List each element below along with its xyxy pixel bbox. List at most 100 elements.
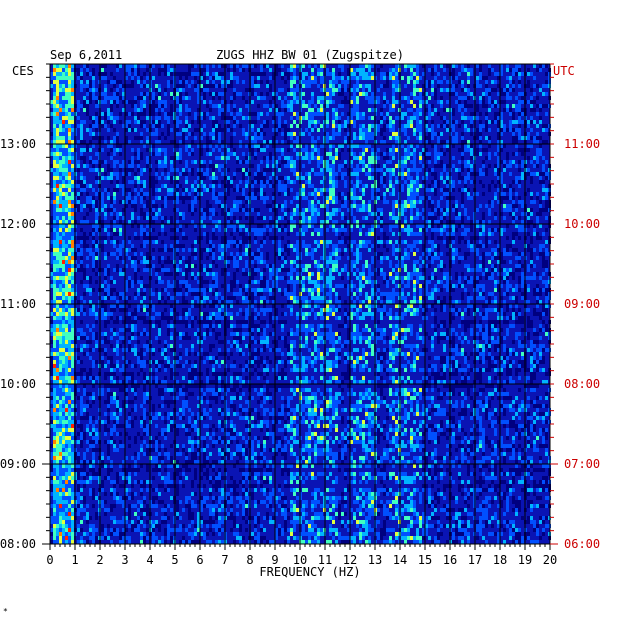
spectrogram-cell (305, 112, 308, 116)
spectrogram-cell (335, 180, 338, 184)
spectrogram-cell (185, 104, 188, 108)
spectrogram-cell (62, 240, 65, 244)
spectrogram-cell (212, 168, 215, 172)
spectrogram-cell (128, 284, 131, 288)
spectrogram-cell (338, 64, 341, 68)
spectrogram-cell (62, 192, 65, 196)
spectrogram-cell (341, 276, 344, 280)
spectrogram-cell (188, 64, 191, 68)
spectrogram-cell (491, 200, 494, 204)
spectrogram-cell (257, 260, 260, 264)
spectrogram-cell (65, 184, 68, 188)
spectrogram-cell (308, 252, 311, 256)
spectrogram-cell (284, 260, 287, 264)
spectrogram-cell (377, 128, 380, 132)
spectrogram-cell (395, 224, 398, 228)
spectrogram-cell (413, 196, 416, 200)
spectrogram-cell (425, 284, 428, 288)
spectrogram-cell (485, 236, 488, 240)
spectrogram-cell (392, 248, 395, 252)
spectrogram-cell (404, 132, 407, 136)
spectrogram-cell (62, 196, 65, 200)
spectrogram-cell (332, 192, 335, 196)
spectrogram-cell (200, 172, 203, 176)
spectrogram-cell (377, 156, 380, 160)
spectrogram-cell (200, 76, 203, 80)
spectrogram-cell (53, 244, 56, 248)
spectrogram-cell (68, 248, 71, 252)
spectrogram-cell (263, 216, 266, 220)
spectrogram-cell (230, 180, 233, 184)
spectrogram-cell (479, 180, 482, 184)
spectrogram-cell (392, 136, 395, 140)
spectrogram-cell (512, 152, 515, 156)
spectrogram-cell (395, 116, 398, 120)
spectrogram-cell (254, 84, 257, 88)
spectrogram-cell (380, 176, 383, 180)
spectrogram-cell (326, 208, 329, 212)
spectrogram-cell (281, 276, 284, 280)
spectrogram-cell (401, 144, 404, 148)
spectrogram-cell (155, 160, 158, 164)
spectrogram-cell (227, 184, 230, 188)
spectrogram-cell (464, 116, 467, 120)
spectrogram-cell (335, 212, 338, 216)
spectrogram-cell (59, 208, 62, 212)
spectrogram-cell (440, 208, 443, 212)
spectrogram-cell (377, 172, 380, 176)
spectrogram-cell (203, 184, 206, 188)
spectrogram-cell (245, 136, 248, 140)
spectrogram-cell (182, 256, 185, 260)
spectrogram-cell (275, 124, 278, 128)
spectrogram-cell (530, 264, 533, 268)
spectrogram-cell (404, 172, 407, 176)
spectrogram-cell (353, 216, 356, 220)
spectrogram-cell (389, 72, 392, 76)
spectrogram-cell (221, 156, 224, 160)
spectrogram-cell (413, 272, 416, 276)
spectrogram-cell (221, 152, 224, 156)
spectrogram-cell (182, 192, 185, 196)
spectrogram-cell (197, 80, 200, 84)
spectrogram-cell (125, 112, 128, 116)
spectrogram-cell (53, 128, 56, 132)
spectrogram-cell (416, 280, 419, 284)
spectrogram-cell (239, 256, 242, 260)
spectrogram-cell (245, 172, 248, 176)
spectrogram-cell (401, 128, 404, 132)
spectrogram-cell (233, 244, 236, 248)
spectrogram-cell (542, 272, 545, 276)
spectrogram-cell (257, 224, 260, 228)
spectrogram-cell (194, 276, 197, 280)
spectrogram-cell (290, 84, 293, 88)
spectrogram-cell (494, 100, 497, 104)
spectrogram-cell (293, 132, 296, 136)
spectrogram-cell (242, 68, 245, 72)
spectrogram-cell (260, 72, 263, 76)
spectrogram-cell (53, 160, 56, 164)
spectrogram-cell (329, 196, 332, 200)
spectrogram-cell (359, 188, 362, 192)
spectrogram-cell (65, 176, 68, 180)
spectrogram-cell (104, 140, 107, 144)
spectrogram-cell (284, 200, 287, 204)
spectrogram-cell (485, 88, 488, 92)
spectrogram-cell (278, 128, 281, 132)
spectrogram-cell (332, 136, 335, 140)
spectrogram-cell (68, 276, 71, 280)
spectrogram-cell (380, 268, 383, 272)
spectrogram-cell (509, 192, 512, 196)
spectrogram-cell (356, 144, 359, 148)
spectrogram-cell (431, 132, 434, 136)
spectrogram-cell (347, 136, 350, 140)
spectrogram-cell (371, 228, 374, 232)
spectrogram-cell (404, 152, 407, 156)
spectrogram-cell (350, 284, 353, 288)
spectrogram-cell (65, 268, 68, 272)
spectrogram-cell (311, 144, 314, 148)
spectrogram-cell (368, 64, 371, 68)
spectrogram-cell (86, 144, 89, 148)
spectrogram-cell (59, 240, 62, 244)
spectrogram-cell (212, 212, 215, 216)
spectrogram-cell (125, 64, 128, 68)
